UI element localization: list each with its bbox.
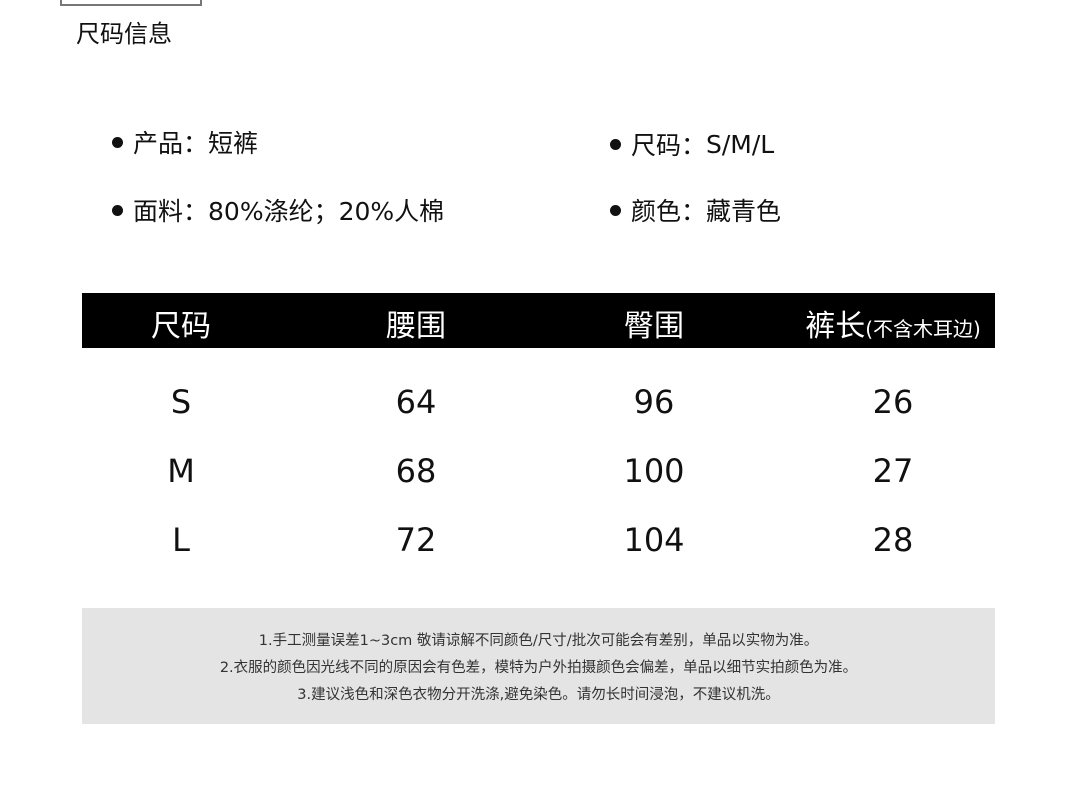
note-line: 2.衣服的颜色因光线不同的原因会有色差，模特为户外拍摄颜色会偏差，单品以细节实拍… bbox=[219, 660, 858, 676]
table-row: S 64 96 26 bbox=[82, 383, 995, 423]
spec-label: 尺码： bbox=[631, 131, 707, 160]
spec-label: 面料： bbox=[133, 197, 209, 226]
header-size: 尺码 bbox=[151, 309, 211, 344]
bullet-icon bbox=[610, 204, 621, 216]
spec-size: 尺码： S/M/L bbox=[610, 126, 774, 162]
header-length-label: 裤长 bbox=[805, 309, 866, 344]
cell-waist: 68 bbox=[395, 452, 437, 490]
spec-label: 产品： bbox=[133, 129, 209, 158]
header-waist: 腰围 bbox=[386, 309, 446, 344]
cell-length: 26 bbox=[872, 383, 914, 421]
spec-value: 藏青色 bbox=[706, 197, 782, 226]
size-table-header: 尺码 腰围 臀围 裤长(不含木耳边) bbox=[82, 293, 995, 348]
notes-box: 1.手工测量误差1~3cm 敬请谅解不同颜色/尺寸/批次可能会有差别，单品以实物… bbox=[82, 608, 995, 724]
header-length: 裤长(不含木耳边) bbox=[805, 301, 981, 345]
spec-color: 颜色： 藏青色 bbox=[610, 192, 781, 228]
table-row: M 68 100 27 bbox=[82, 452, 995, 492]
section-title: 尺码信息 bbox=[76, 20, 172, 48]
cell-hip: 96 bbox=[633, 383, 675, 421]
spec-product: 产品： 短裤 bbox=[112, 124, 258, 160]
spec-value: 80%涤纶；20%人棉 bbox=[208, 197, 445, 226]
bullet-icon bbox=[112, 204, 123, 216]
cell-size: M bbox=[167, 452, 195, 490]
cell-waist: 72 bbox=[395, 521, 437, 559]
top-bracket-decoration bbox=[60, 0, 202, 6]
cell-waist: 64 bbox=[395, 383, 437, 421]
cell-hip: 104 bbox=[623, 521, 685, 559]
cell-hip: 100 bbox=[623, 452, 685, 490]
note-line: 1.手工测量误差1~3cm 敬请谅解不同颜色/尺寸/批次可能会有差别，单品以实物… bbox=[258, 633, 819, 649]
spec-value: 短裤 bbox=[208, 129, 259, 158]
cell-length: 28 bbox=[872, 521, 914, 559]
spec-fabric: 面料： 80%涤纶；20%人棉 bbox=[112, 192, 444, 228]
cell-length: 27 bbox=[872, 452, 914, 490]
bullet-icon bbox=[112, 136, 123, 148]
cell-size: S bbox=[170, 383, 192, 421]
cell-size: L bbox=[172, 521, 190, 559]
header-hip: 臀围 bbox=[624, 309, 684, 344]
spec-value: S/M/L bbox=[706, 129, 775, 159]
table-row: L 72 104 28 bbox=[82, 521, 995, 561]
header-length-note: (不含木耳边) bbox=[865, 317, 981, 341]
spec-label: 颜色： bbox=[631, 197, 707, 226]
note-line: 3.建议浅色和深色衣物分开洗涤,避免染色。请勿长时间浸泡，不建议机洗。 bbox=[297, 687, 780, 703]
bullet-icon bbox=[610, 138, 621, 150]
